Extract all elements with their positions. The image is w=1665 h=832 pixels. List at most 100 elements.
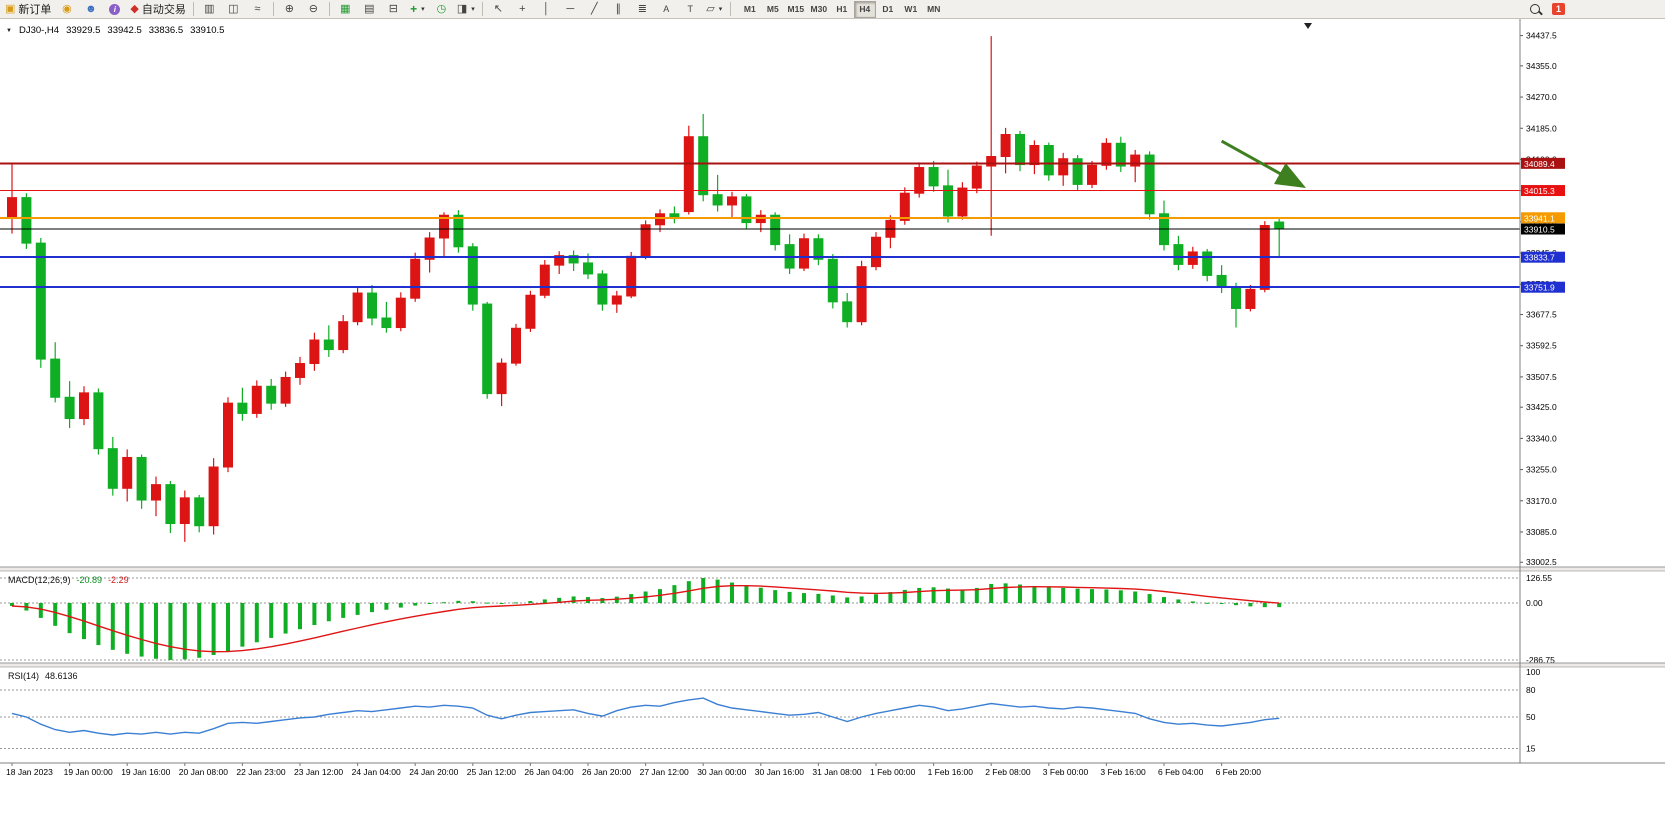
bar-chart-icon: ▥ [204,2,215,15]
macd-histogram-bar [830,595,835,603]
zoom-out-button[interactable]: ⊖ [302,0,325,18]
text-tool-button[interactable]: A [655,0,678,18]
candle [266,385,277,404]
timeframe-w1[interactable]: W1 [904,4,918,14]
price-tick-label: 33677.5 [1526,310,1557,320]
time-tick-label: 30 Jan 16:00 [755,767,804,777]
price-axis[interactable]: 34437.534355.034270.034185.034100.034015… [1520,31,1565,568]
price-tag [1521,157,1565,169]
zoom-in-button[interactable]: ⊕ [278,0,301,18]
timeframe-m30[interactable]: M30 [810,4,828,14]
price-tick-label: 33340.0 [1526,433,1557,443]
candle [439,214,449,239]
line-chart-button[interactable]: ≈ [246,0,269,18]
new-order-button[interactable]: ▣ 新订单 [2,0,54,18]
candle [683,136,694,213]
price-tag-label: 34015.3 [1524,186,1555,196]
macd-histogram-bar [1133,591,1138,603]
rsi-panel[interactable]: 100 80 50 15 [0,667,1540,754]
info-button[interactable]: i [103,0,126,18]
notification-badge[interactable]: 1 [1551,3,1565,15]
candle [64,396,75,420]
fibonacci-tool-button[interactable]: ≣ [631,0,654,18]
auto-scroll-button[interactable]: ◷ [430,0,453,18]
timeframe-m5[interactable]: M5 [766,4,779,14]
macd-histogram-bar [1046,587,1051,603]
market-watch-button[interactable]: ◉ [55,0,78,18]
expand-icon[interactable]: ▼ [6,27,12,34]
cascade-windows-button[interactable]: ▤ [358,0,381,18]
candle [1015,133,1025,166]
macd-histogram-bar [902,589,907,603]
chart-shift-button[interactable]: ◨ ▾ [454,0,478,18]
trendline-tool-button[interactable]: ╱ [583,0,606,18]
macd-histogram-bar [355,603,360,615]
vertical-line-tool-button[interactable]: │ [535,0,558,18]
tile-windows-button[interactable]: ▦ [334,0,357,18]
candle [1115,142,1126,167]
macd-histogram-bar [154,603,158,659]
macd-histogram-bar [715,579,720,603]
macd-panel[interactable]: 126.55 0.00 -286.75 [0,573,1555,665]
text-icon: A [663,3,670,14]
search-button[interactable] [1524,0,1547,18]
chart-window[interactable]: 126.55 0.00 -286.75 100 80 50 15 34437.5 34355.0… [0,19,1665,832]
main-chart-panel[interactable] [0,23,1520,542]
timeframe-h4[interactable]: H4 [853,0,876,18]
candle [712,194,723,206]
candle [1058,158,1069,176]
timeframe-mn[interactable]: MN [927,4,941,14]
candle [928,167,939,187]
chevron-down-icon: ▾ [421,6,425,13]
macd-histogram-bar [542,599,547,603]
new-chart-button[interactable]: + ▾ [406,0,429,18]
price-tag-label: 33941.1 [1524,213,1555,223]
chart-canvas[interactable]: 126.55 0.00 -286.75 100 80 50 15 34437.5 34355.0… [0,19,1665,832]
channel-tool-button[interactable]: ∥ [607,0,630,18]
candle [1144,154,1155,215]
toolbar-separator [729,2,731,16]
macd-histogram-bar [413,603,418,606]
profile-button[interactable]: ☻ [79,0,102,18]
label-tool-button[interactable]: T [679,0,702,18]
auto-trading-button[interactable]: ◆ 自动交易 [127,0,188,18]
arrange-windows-button[interactable]: ⊟ [382,0,405,18]
horizontal-line-icon: ─ [566,2,575,15]
time-axis[interactable]: 18 Jan 2023 19 Jan 00:00 19 Jan 16:00 20 Ja… [6,763,1261,777]
crosshair-tool-button[interactable]: + [511,0,534,18]
horizontal-line-tool-button[interactable]: ─ [559,0,582,18]
macd-histogram-bar [1205,602,1210,604]
candle-chart-button[interactable]: ◫ [222,0,245,18]
rsi-line [11,697,1280,736]
macd-histogram-bar [1190,601,1195,603]
panel-splitter[interactable] [0,567,1665,571]
candle [496,362,507,395]
bar-chart-button[interactable]: ▥ [198,0,221,18]
timeframe-h1[interactable]: H1 [836,4,848,14]
price-tick-label: 33002.5 [1526,557,1557,567]
candle [914,167,925,194]
candle [1000,133,1011,158]
macd-histogram-bar [672,585,677,603]
panel-splitter[interactable] [0,663,1665,667]
time-tick-label: 27 Jan 12:00 [640,767,689,777]
timeframe-d1[interactable]: D1 [882,4,894,14]
price-tag-label: 33910.5 [1524,225,1555,235]
macd-histogram-bar [226,603,230,652]
candle [179,497,190,525]
timeframe-m1[interactable]: M1 [743,4,756,14]
chart-shift-marker[interactable] [1304,23,1312,29]
cursor-tool-button[interactable]: ↖ [487,0,510,18]
channel-icon: ∥ [615,2,622,15]
trendline-icon: ╱ [590,2,598,15]
macd-histogram-bar [168,603,173,660]
arrow-annotation[interactable] [1220,139,1307,189]
macd-histogram-bar [341,603,346,618]
macd-histogram-bar [110,603,115,650]
candle [1245,288,1256,309]
shapes-tool-button[interactable]: ▱ ▾ [703,0,726,18]
timeframe-m15[interactable]: M15 [787,4,805,14]
fibonacci-icon: ≣ [637,2,647,15]
macd-histogram-bar [1075,588,1080,603]
macd-histogram-bar [1162,597,1166,603]
